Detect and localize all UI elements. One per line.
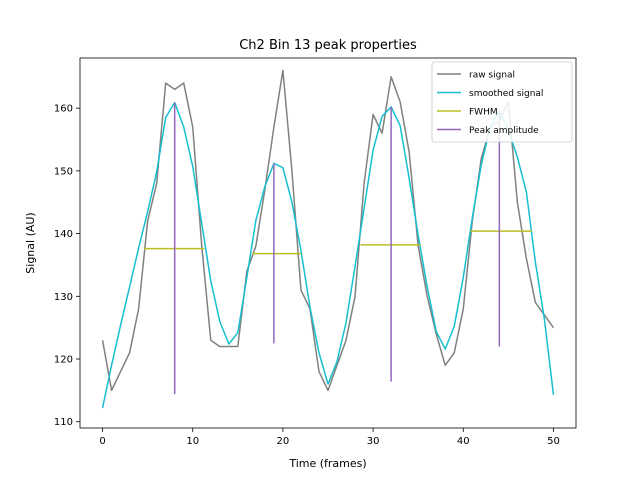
- x-tick-label: 40: [457, 436, 470, 447]
- data-layer: [101, 69, 555, 409]
- y-tick-label: 110: [54, 417, 73, 428]
- plot-frame: [79, 57, 577, 429]
- legend-label: FWHM: [469, 108, 498, 118]
- legend: raw signal smoothed signal FWHM Peak amplit…: [431, 61, 573, 143]
- chart-title: Ch2 Bin 13 peak properties: [239, 38, 417, 53]
- smoothed-signal-line: [101, 101, 555, 409]
- y-tick-label: 150: [54, 166, 73, 177]
- legend-label: raw signal: [469, 71, 515, 81]
- x-axis-label: Time (frames): [288, 457, 366, 470]
- y-axis-label: Signal (AU): [24, 212, 37, 273]
- legend-label: smoothed signal: [469, 89, 543, 99]
- legend-box: [431, 61, 573, 143]
- x-tick-label: 10: [186, 436, 199, 447]
- y-tick-label: 120: [54, 355, 73, 366]
- y-tick-label: 130: [54, 292, 73, 303]
- x-tick-label: 20: [277, 436, 290, 447]
- x-tick-label: 30: [367, 436, 380, 447]
- x-tick-label: 50: [547, 436, 560, 447]
- y-axis: 110 120 130 140 150 160: [54, 104, 80, 428]
- legend-label: Peak amplitude: [469, 126, 539, 136]
- y-tick-label: 160: [54, 104, 73, 115]
- y-tick-label: 140: [54, 229, 73, 240]
- x-tick-label: 0: [99, 436, 105, 447]
- x-axis: 0 10 20 30 40 50: [99, 428, 560, 447]
